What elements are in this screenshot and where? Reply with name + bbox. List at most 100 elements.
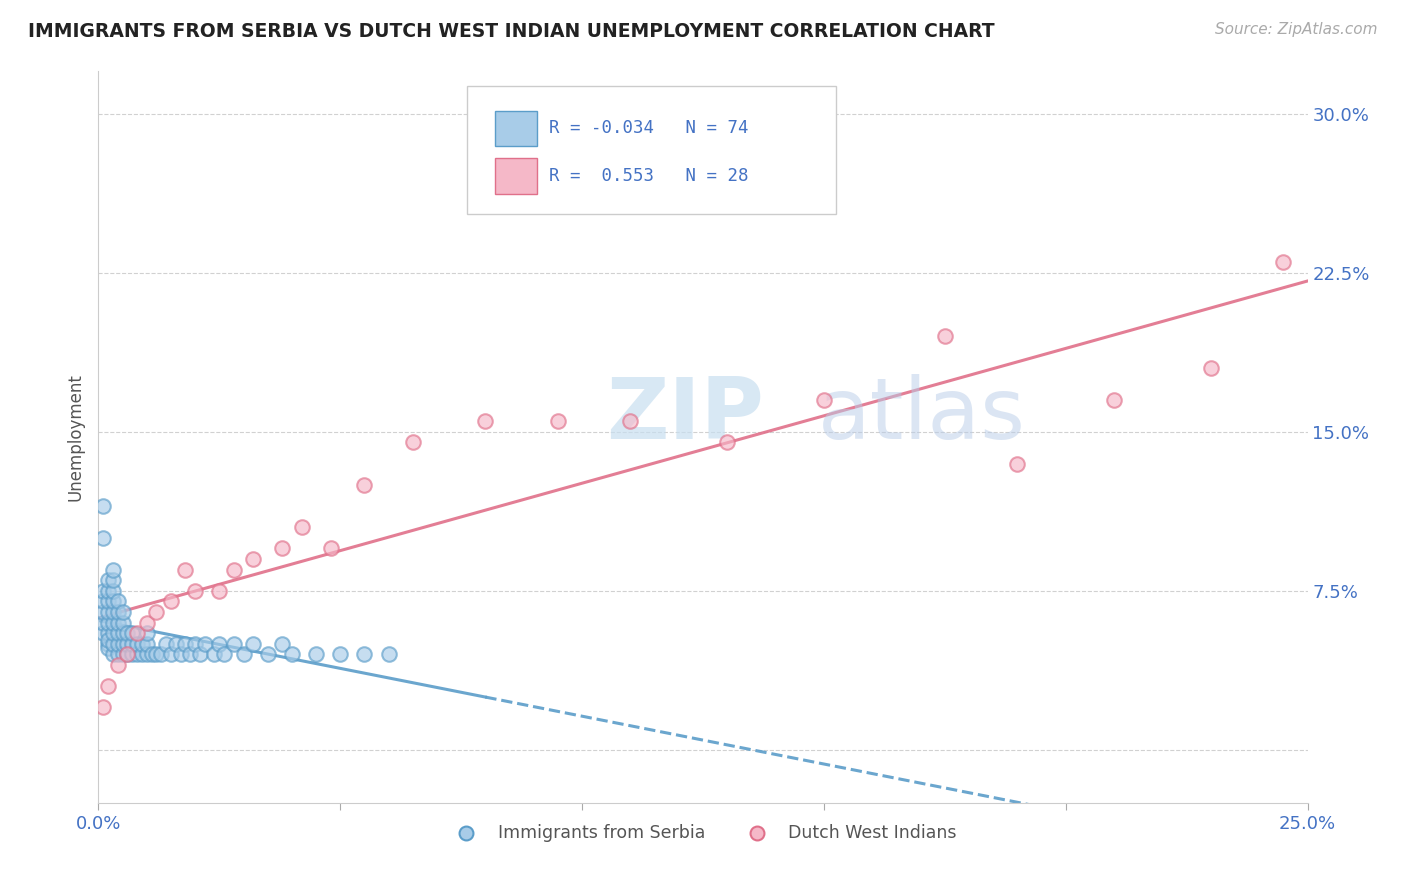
Point (271, 541, 294, 556)
Point (222, 563, 245, 577)
Point (121, 637, 143, 651)
Point (305, 648, 328, 662)
Bar (495, 159, 537, 194)
Point (131, 637, 153, 651)
Point (101, 626, 124, 640)
Point (174, 563, 197, 577)
Point (145, 648, 167, 662)
Point (188, 648, 211, 662)
Point (813, 392, 835, 407)
Point (91, 594, 114, 608)
Point (165, 637, 187, 651)
Point (271, 637, 294, 651)
Point (145, 605, 167, 619)
Point (150, 648, 173, 662)
Text: R = -0.034   N = 74: R = -0.034 N = 74 (550, 120, 749, 137)
Point (141, 648, 163, 662)
Point (107, 626, 129, 640)
FancyBboxPatch shape (467, 86, 837, 214)
Point (111, 637, 134, 651)
Point (91, 499, 114, 513)
Point (97, 594, 120, 608)
Bar (495, 111, 537, 146)
Point (97, 626, 120, 640)
Point (212, 648, 235, 662)
Point (111, 605, 134, 619)
Point (184, 637, 207, 651)
Legend: Immigrants from Serbia, Dutch West Indians: Immigrants from Serbia, Dutch West India… (441, 817, 965, 849)
Point (97, 679, 120, 693)
Point (135, 615, 157, 630)
Point (91, 583, 114, 598)
Point (208, 583, 231, 598)
Text: IMMIGRANTS FROM SERBIA VS DUTCH WEST INDIAN UNEMPLOYMENT CORRELATION CHART: IMMIGRANTS FROM SERBIA VS DUTCH WEST IND… (28, 22, 995, 41)
Point (97, 637, 120, 651)
Point (101, 583, 124, 598)
Point (329, 648, 352, 662)
Point (184, 583, 207, 598)
Point (619, 414, 641, 428)
Point (232, 648, 254, 662)
Point (934, 329, 956, 343)
Point (101, 563, 124, 577)
Point (107, 594, 129, 608)
Point (117, 648, 139, 662)
Point (97, 640, 120, 655)
Text: Source: ZipAtlas.com: Source: ZipAtlas.com (1215, 22, 1378, 37)
Point (353, 648, 375, 662)
Point (353, 477, 375, 491)
Point (127, 637, 149, 651)
Point (281, 648, 304, 662)
Point (91, 626, 114, 640)
Point (101, 605, 124, 619)
Point (101, 615, 124, 630)
Point (547, 414, 569, 428)
Point (131, 648, 153, 662)
Point (402, 435, 425, 450)
Point (222, 637, 245, 651)
Point (97, 573, 120, 587)
Point (1007, 457, 1029, 471)
Point (101, 637, 124, 651)
Point (107, 615, 129, 630)
Point (97, 615, 120, 630)
Point (117, 637, 139, 651)
Point (97, 605, 120, 619)
Y-axis label: Unemployment: Unemployment (66, 373, 84, 501)
Point (194, 637, 217, 651)
Text: ZIP: ZIP (606, 374, 763, 457)
Point (135, 626, 157, 640)
Point (101, 573, 124, 587)
Point (111, 626, 134, 640)
Point (127, 648, 149, 662)
Point (107, 637, 129, 651)
Point (101, 648, 124, 662)
Point (127, 626, 149, 640)
Point (107, 658, 129, 673)
Point (91, 605, 114, 619)
Point (111, 648, 134, 662)
Point (716, 435, 738, 450)
Point (91, 615, 114, 630)
Point (377, 648, 399, 662)
Point (121, 626, 143, 640)
Point (160, 648, 183, 662)
Point (97, 632, 120, 647)
Point (111, 615, 134, 630)
Point (256, 648, 278, 662)
Point (1272, 255, 1295, 269)
Point (107, 605, 129, 619)
Point (97, 583, 120, 598)
Point (91, 531, 114, 545)
Point (155, 637, 177, 651)
Point (117, 626, 139, 640)
Point (135, 637, 157, 651)
Point (319, 541, 342, 556)
Point (290, 520, 312, 534)
Point (179, 648, 201, 662)
Text: R =  0.553   N = 28: R = 0.553 N = 28 (550, 167, 749, 185)
Point (101, 594, 124, 608)
Point (208, 637, 231, 651)
Point (204, 648, 226, 662)
Text: atlas: atlas (818, 374, 1026, 457)
